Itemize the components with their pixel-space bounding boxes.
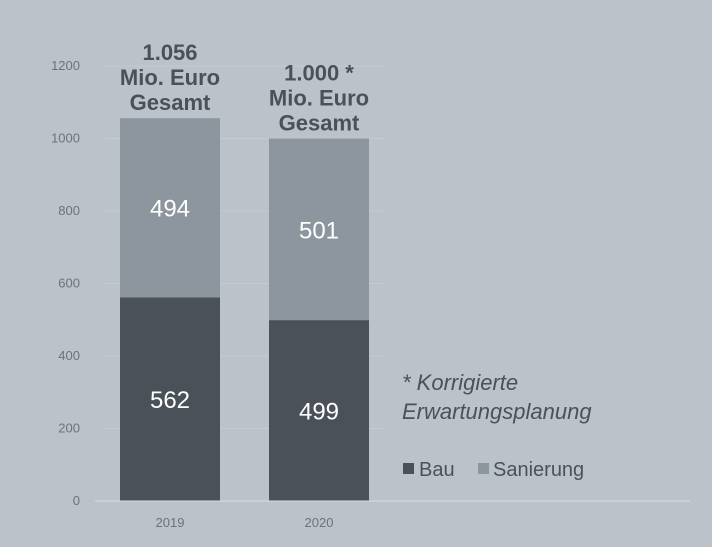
data-label-sanierung-2020: 501 [299,217,339,244]
y-tick-200: 200 [58,421,80,436]
y-tick-1200: 1200 [51,58,80,73]
x-tick-2020: 2020 [305,515,334,530]
y-tick-400: 400 [58,348,80,363]
bar-bau-2020 [269,320,369,501]
total-label-2019-line-2: Mio. Euro [120,65,220,90]
legend: Bau Sanierung [403,459,584,481]
y-tick-800: 800 [58,203,80,218]
total-label-2019-line-1: 1.056 [142,40,197,65]
legend-label-sanierung: Sanierung [493,459,584,481]
bar-bau-2019 [120,297,220,501]
y-tick-0: 0 [73,493,80,508]
legend-label-bau: Bau [419,459,455,481]
x-tick-2019: 2019 [156,515,185,530]
y-tick-1000: 1000 [51,131,80,146]
annotation-line-2: Erwartungsplanung [402,399,592,424]
data-labels: 562 494 499 501 [150,196,339,426]
data-label-bau-2019: 562 [150,387,190,414]
annotation-line-1: * Korrigierte [402,370,518,395]
total-label-2019-line-3: Gesamt [130,90,211,115]
total-label-2020-line-2: Mio. Euro [269,86,369,111]
y-tick-600: 600 [58,276,80,291]
bars [120,118,369,501]
bar-sanierung-2019 [120,118,220,298]
y-tick-labels: 0 200 400 600 800 1000 1200 [51,58,80,508]
data-label-bau-2020: 499 [299,399,339,426]
total-label-2020-line-1: 1.000 * [284,61,354,86]
legend-swatch-bau [403,463,414,474]
legend-swatch-sanierung [478,463,489,474]
x-tick-labels: 2019 2020 [156,515,334,530]
total-label-2020-line-3: Gesamt [279,111,360,136]
data-label-sanierung-2019: 494 [150,196,190,223]
bar-sanierung-2020 [269,138,369,321]
